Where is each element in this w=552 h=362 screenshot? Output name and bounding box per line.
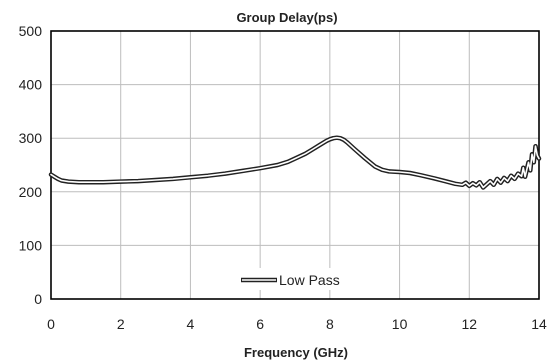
x-tick-label: 10 [392, 316, 408, 332]
y-axis-ticks: 0 100 200 300 400 500 [19, 23, 43, 307]
chart-title: Group Delay(ps) [236, 10, 337, 25]
y-tick-label: 200 [19, 184, 43, 200]
x-tick-label: 12 [461, 316, 477, 332]
x-tick-label: 4 [187, 316, 195, 332]
grid-lines [51, 31, 539, 299]
series-line-inner [50, 136, 540, 189]
x-tick-label: 6 [256, 316, 264, 332]
y-tick-label: 100 [19, 237, 43, 253]
legend-background [235, 268, 353, 290]
series-layer [48, 135, 542, 190]
series-line-outer [48, 135, 542, 190]
y-tick-label: 500 [19, 23, 43, 39]
x-axis-ticks: 0 2 4 6 8 10 12 14 [47, 316, 547, 332]
x-axis-label: Frequency (GHz) [244, 345, 348, 360]
x-tick-label: 8 [326, 316, 334, 332]
y-tick-label: 0 [34, 291, 42, 307]
x-tick-label: 14 [531, 316, 547, 332]
x-tick-label: 0 [47, 316, 55, 332]
legend: Low Pass [235, 268, 353, 290]
y-tick-label: 400 [19, 77, 43, 93]
y-tick-label: 300 [19, 130, 43, 146]
x-tick-label: 2 [117, 316, 125, 332]
legend-label-low-pass: Low Pass [279, 272, 340, 288]
plot-frame [50, 30, 540, 300]
